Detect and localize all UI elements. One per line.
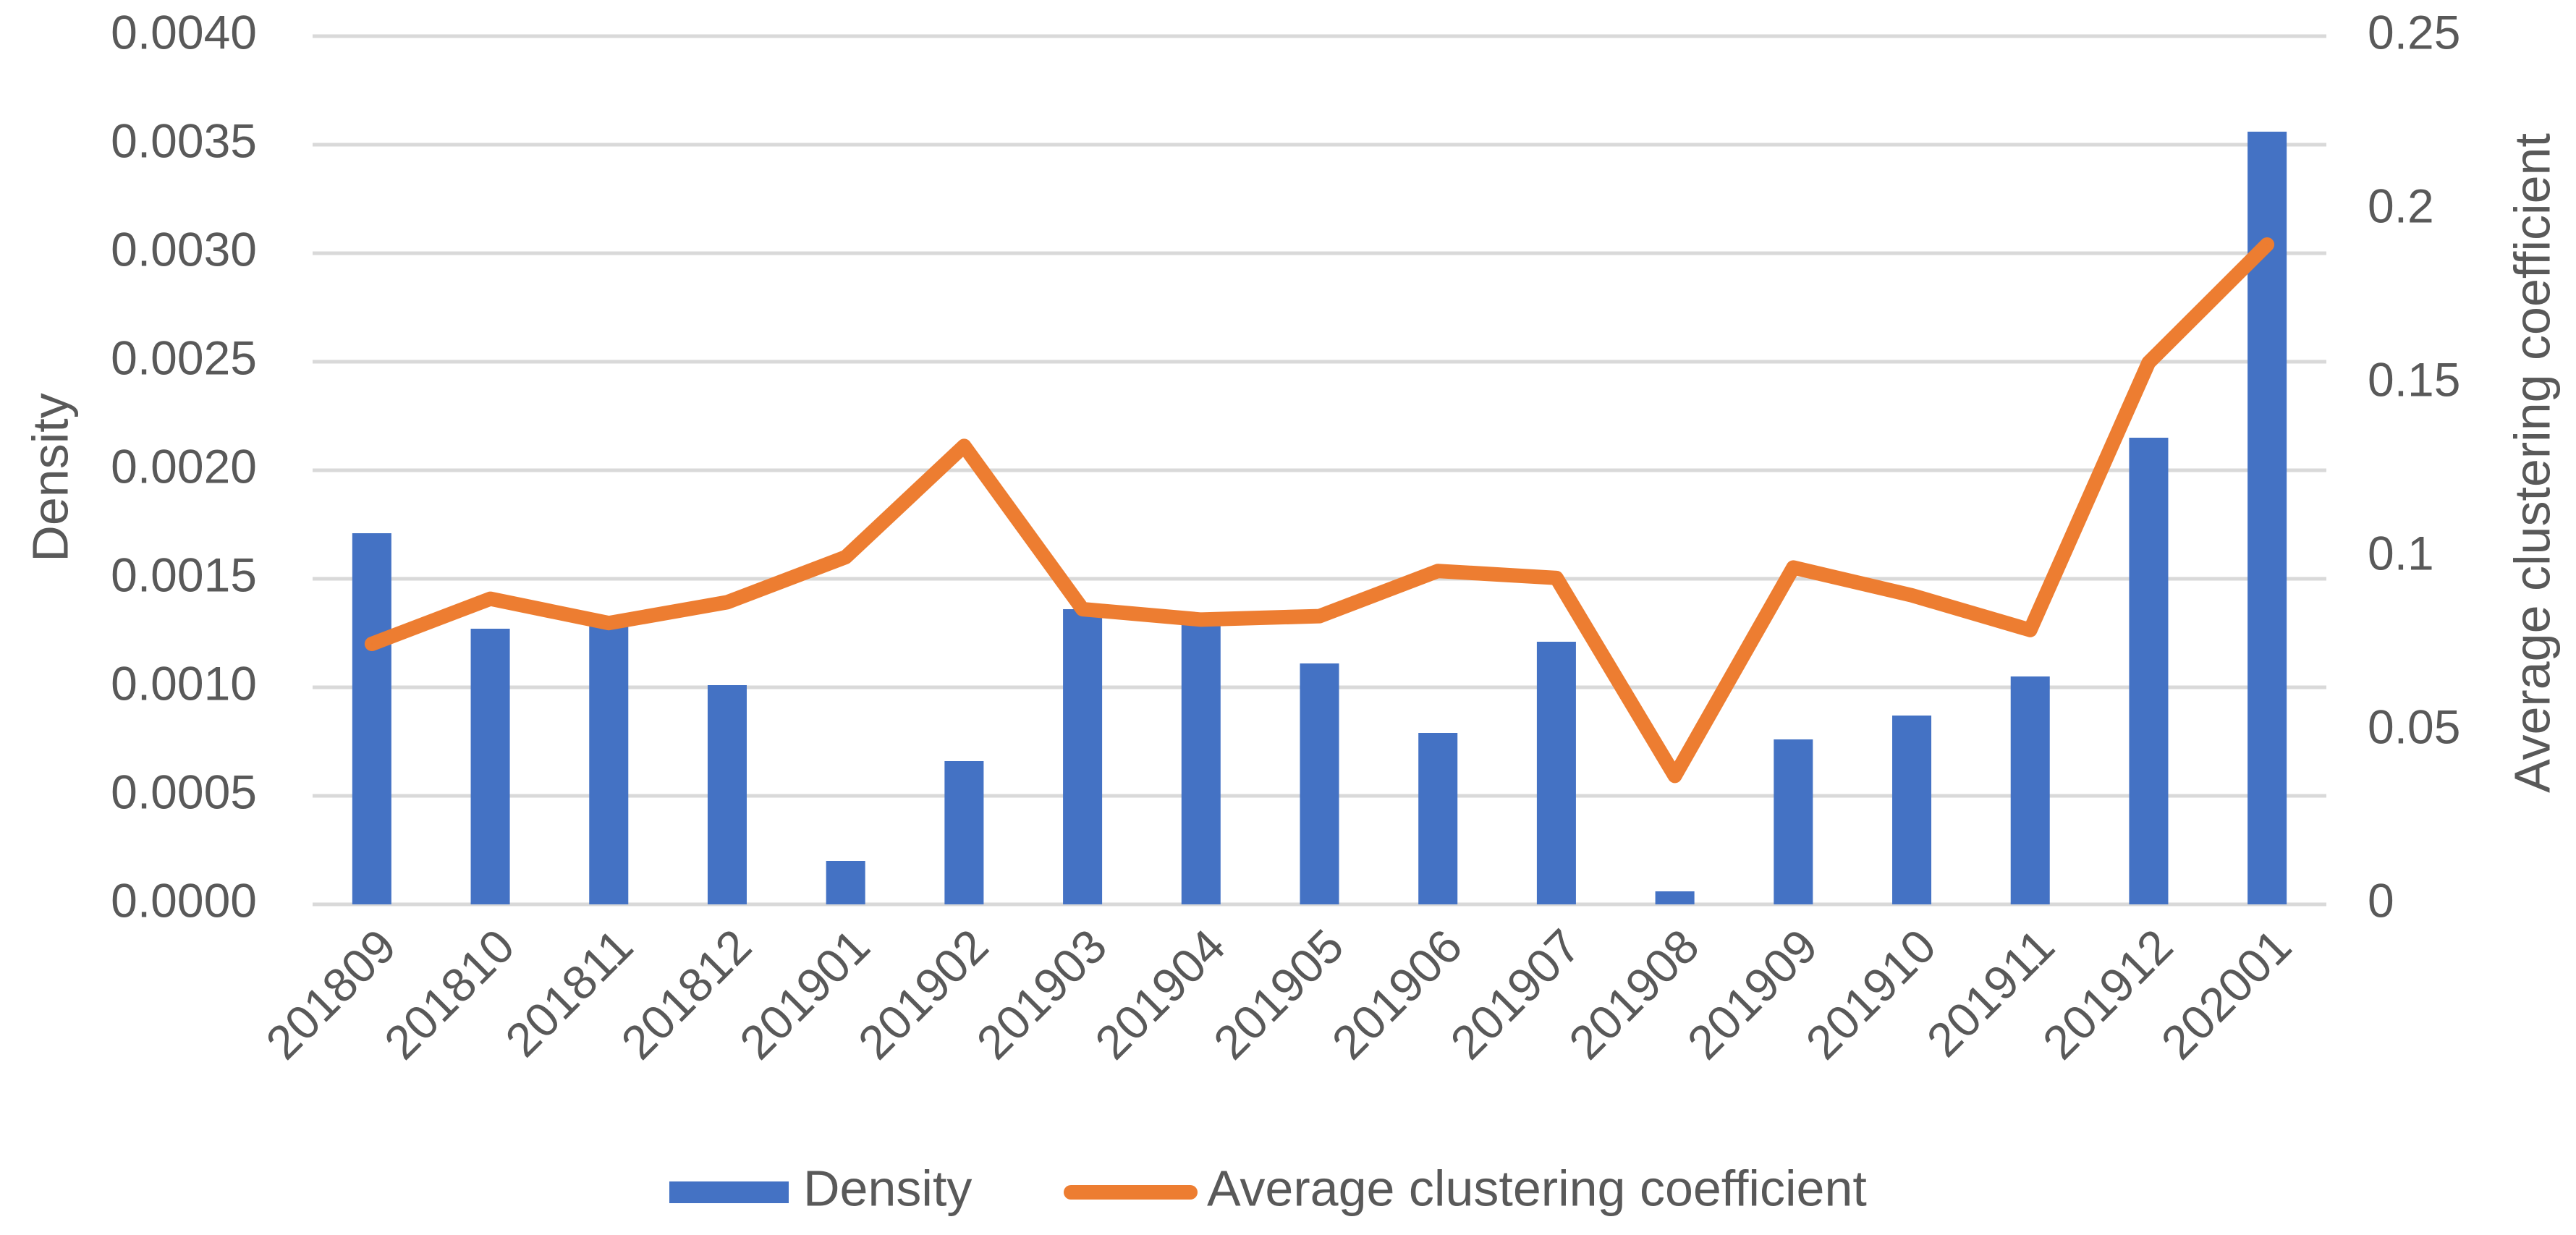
density-bar bbox=[589, 620, 629, 904]
x-tick-label: 201906 bbox=[1321, 919, 1472, 1069]
legend-density-label: Density bbox=[803, 1160, 972, 1216]
density-bar bbox=[1536, 642, 1576, 904]
clustering-point bbox=[608, 622, 610, 624]
left-tick-label: 0.0010 bbox=[111, 656, 257, 710]
x-tick-label: 201908 bbox=[1559, 919, 1709, 1069]
density-bar bbox=[470, 629, 510, 904]
clustering-point bbox=[2029, 629, 2031, 631]
density-bar bbox=[1655, 891, 1695, 904]
clustering-point bbox=[2266, 244, 2268, 245]
density-bars bbox=[352, 132, 2287, 904]
x-tick-label: 201907 bbox=[1440, 919, 1590, 1069]
clustering-point bbox=[489, 598, 491, 600]
density-bar bbox=[1063, 609, 1103, 904]
right-axis-title: Average clustering coefficient bbox=[2504, 133, 2560, 793]
clustering-point bbox=[1911, 594, 1913, 596]
density-bar bbox=[944, 761, 984, 904]
density-bar bbox=[1774, 739, 1813, 904]
density-bar bbox=[1418, 733, 1458, 904]
right-tick-label: 0.2 bbox=[2368, 179, 2434, 232]
right-tick-label: 0.1 bbox=[2368, 526, 2434, 580]
x-tick-label: 202001 bbox=[2151, 919, 2301, 1069]
density-bar bbox=[2129, 438, 2169, 904]
density-bar bbox=[707, 685, 747, 904]
x-tick-label: 201811 bbox=[495, 919, 643, 1067]
clustering-point bbox=[370, 643, 373, 645]
density-bar bbox=[1181, 620, 1221, 904]
clustering-point bbox=[1082, 608, 1084, 610]
x-tick-label: 201901 bbox=[729, 919, 880, 1069]
clustering-point bbox=[1555, 577, 1557, 579]
x-tick-label: 201812 bbox=[611, 919, 761, 1069]
clustering-point bbox=[844, 556, 847, 558]
clustering-point bbox=[1200, 619, 1202, 621]
x-tick-label: 201911 bbox=[1916, 919, 2064, 1067]
density-bar bbox=[2010, 676, 2050, 904]
clustering-point bbox=[1792, 566, 1795, 569]
right-tick-label: 0 bbox=[2368, 873, 2394, 927]
legend: Density Average clustering coefficient bbox=[669, 1160, 1867, 1216]
left-tick-label: 0.0005 bbox=[111, 765, 257, 818]
left-tick-label: 0.0000 bbox=[111, 873, 257, 927]
left-tick-label: 0.0015 bbox=[111, 548, 257, 601]
right-tick-label: 0.05 bbox=[2368, 700, 2460, 753]
x-tick-label: 201903 bbox=[966, 919, 1117, 1069]
gridlines bbox=[313, 34, 2326, 907]
right-axis-ticks: 0 0.05 0.1 0.15 0.2 0.25 bbox=[2368, 5, 2460, 927]
x-tick-label: 201810 bbox=[374, 919, 525, 1069]
density-bar bbox=[826, 861, 865, 904]
clustering-point bbox=[2148, 362, 2150, 364]
legend-density-swatch bbox=[669, 1181, 789, 1203]
x-tick-label: 201912 bbox=[2033, 919, 2183, 1069]
x-tick-label: 201904 bbox=[1085, 919, 1235, 1069]
density-bar bbox=[1300, 663, 1339, 904]
x-tick-label: 201910 bbox=[1795, 919, 1946, 1069]
left-axis-title: Density bbox=[22, 393, 78, 561]
right-tick-label: 0.15 bbox=[2368, 352, 2460, 406]
x-axis-ticks: 2018092018102018112018122019012019022019… bbox=[255, 919, 2301, 1069]
left-tick-label: 0.0025 bbox=[111, 331, 257, 384]
clustering-point bbox=[1318, 615, 1321, 617]
x-tick-label: 201905 bbox=[1203, 919, 1354, 1069]
right-tick-label: 0.25 bbox=[2368, 5, 2460, 59]
left-axis-ticks: 0.0000 0.0005 0.0010 0.0015 0.0020 0.0025 0.00… bbox=[111, 5, 257, 927]
legend-clustering-label: Average clustering coefficient bbox=[1207, 1160, 1867, 1216]
clustering-line bbox=[364, 237, 2275, 784]
left-tick-label: 0.0030 bbox=[111, 222, 257, 276]
left-tick-label: 0.0040 bbox=[111, 5, 257, 59]
clustering-point bbox=[726, 601, 728, 603]
density-bar bbox=[1892, 716, 1932, 904]
left-tick-label: 0.0020 bbox=[111, 439, 257, 493]
x-tick-label: 201809 bbox=[255, 919, 406, 1069]
clustering-point bbox=[1437, 570, 1439, 572]
left-tick-label: 0.0035 bbox=[111, 114, 257, 167]
density-bar bbox=[352, 533, 391, 904]
x-tick-label: 201909 bbox=[1677, 919, 1827, 1069]
clustering-point bbox=[963, 445, 965, 447]
clustering-point bbox=[1674, 775, 1676, 777]
x-tick-label: 201902 bbox=[848, 919, 999, 1069]
